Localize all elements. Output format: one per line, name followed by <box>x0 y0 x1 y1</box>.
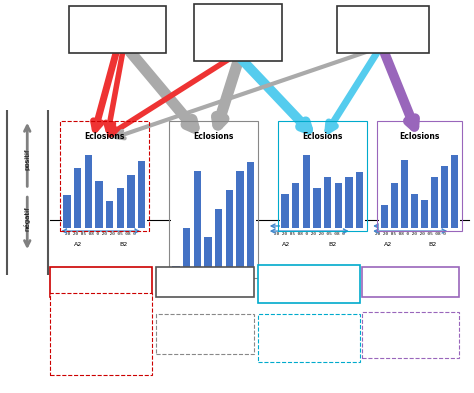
Text: A2: A2 <box>179 293 187 298</box>
Bar <box>106 201 113 228</box>
Bar <box>401 160 408 228</box>
Bar <box>63 195 71 228</box>
Text: B2: B2 <box>120 242 128 247</box>
Bar <box>431 177 438 228</box>
Bar <box>345 177 353 228</box>
Text: B2: B2 <box>223 293 231 298</box>
Bar <box>127 174 135 228</box>
Bar <box>381 206 388 228</box>
Title: Eclosions: Eclosions <box>399 132 440 141</box>
FancyBboxPatch shape <box>7 108 48 277</box>
Bar <box>356 172 364 228</box>
Text: Amplitude
des
températures: Amplitude des températures <box>203 17 273 48</box>
Bar <box>302 155 310 228</box>
Bar <box>193 171 201 275</box>
Bar <box>324 177 331 228</box>
Text: Perpignan
Salon de Provence: Perpignan Salon de Provence <box>278 331 340 345</box>
Bar <box>247 162 255 275</box>
Text: Systèmes culturaux et
parcellaires complexes: Systèmes culturaux et parcellaires compl… <box>260 274 359 294</box>
Bar <box>421 200 428 228</box>
Title: Eclosions: Eclosions <box>302 132 343 141</box>
Text: Températures
minimales: Températures minimales <box>82 20 153 39</box>
Bar <box>204 237 212 275</box>
Bar <box>236 171 244 275</box>
Bar <box>281 194 289 228</box>
Text: Aigues-Mortes
Arles: Aigues-Mortes Arles <box>386 329 434 342</box>
Text: A2: A2 <box>73 242 82 247</box>
Text: 20 20 05 08 0 20 20 05 08 0: 20 20 05 08 0 20 20 05 08 0 <box>170 283 240 287</box>
Bar <box>74 168 82 228</box>
Text: B2: B2 <box>328 242 337 247</box>
Text: positif: positif <box>24 149 30 170</box>
Bar <box>183 228 191 275</box>
Bar <box>95 181 103 228</box>
Title: Eclosions: Eclosions <box>193 132 234 141</box>
Bar <box>411 194 418 228</box>
Text: Narbonne: Narbonne <box>189 331 221 337</box>
Text: A2: A2 <box>282 242 290 247</box>
Bar <box>335 183 342 228</box>
Text: Terres rizicoles: Terres rizicoles <box>378 277 443 286</box>
Title: Eclosions: Eclosions <box>84 132 125 141</box>
Text: Précipitations
jornières: Précipitations jornières <box>347 19 419 40</box>
Text: B2: B2 <box>428 242 436 247</box>
Bar <box>84 155 92 228</box>
Bar <box>451 155 458 228</box>
Text: négatif: négatif <box>24 207 31 231</box>
Bar <box>172 266 180 275</box>
Text: 20 20 05 08 0 20 20 05 08 0: 20 20 05 08 0 20 20 05 08 0 <box>375 232 446 236</box>
Bar <box>441 166 448 228</box>
Bar <box>313 189 321 228</box>
Text: Béziers-Vias
Montpellier
Aigues-Mortes
Arles: Béziers-Vias Montpellier Aigues-Mortes A… <box>77 320 125 348</box>
Text: A2: A2 <box>384 242 392 247</box>
Bar <box>226 190 233 275</box>
Bar <box>138 162 146 228</box>
Text: Terres viticoles: Terres viticoles <box>172 277 238 286</box>
Bar <box>391 183 398 228</box>
Bar <box>292 183 300 228</box>
Text: Marais maritimes: Marais maritimes <box>63 277 138 286</box>
Text: 20 20 05 08 0 20 20 05 08 0: 20 20 05 08 0 20 20 05 08 0 <box>65 232 136 236</box>
Bar <box>215 209 222 275</box>
Bar <box>117 188 124 228</box>
Text: 20 20 05 08 0 20 20 05 08 0: 20 20 05 08 0 20 20 05 08 0 <box>274 232 345 236</box>
